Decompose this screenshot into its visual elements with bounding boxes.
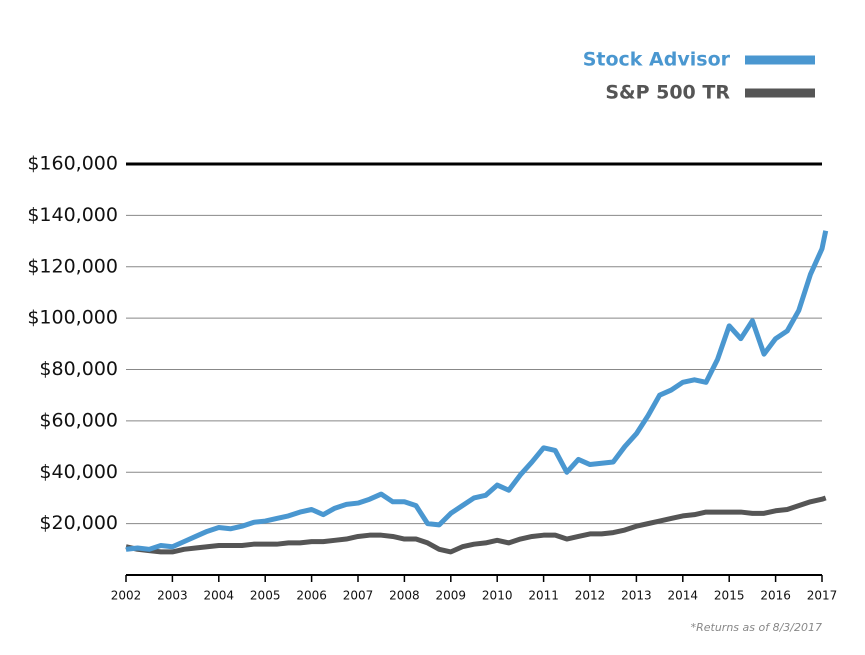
x-tick-label: 2017 bbox=[807, 589, 838, 603]
x-tick-label: 2006 bbox=[296, 589, 327, 603]
y-tick-label: $160,000 bbox=[27, 153, 118, 175]
x-tick-label: 2016 bbox=[760, 589, 791, 603]
y-tick-label: $140,000 bbox=[27, 204, 118, 226]
x-tick-label: 2012 bbox=[575, 589, 606, 603]
x-tick-label: 2003 bbox=[157, 589, 188, 603]
series-line bbox=[125, 495, 827, 555]
legend-label: S&P 500 TR bbox=[605, 82, 730, 104]
series-line bbox=[125, 230, 829, 552]
footnote: *Returns as of 8/3/2017 bbox=[691, 621, 822, 634]
x-tick-label: 2011 bbox=[528, 589, 559, 603]
x-tick-label: 2010 bbox=[482, 589, 513, 603]
x-tick-label: 2007 bbox=[343, 589, 374, 603]
y-tick-label: $80,000 bbox=[39, 358, 118, 380]
x-tick-label: 2008 bbox=[389, 589, 420, 603]
y-tick-label: $20,000 bbox=[39, 512, 118, 534]
x-tick-label: 2013 bbox=[621, 589, 652, 603]
legend-label: Stock Advisor bbox=[583, 49, 731, 71]
x-tick-label: 2004 bbox=[204, 589, 235, 603]
x-tick-label: 2005 bbox=[250, 589, 281, 603]
x-tick-label: 2009 bbox=[436, 589, 467, 603]
x-tick-label: 2002 bbox=[111, 589, 142, 603]
x-tick-label: 2014 bbox=[668, 589, 699, 603]
x-tick-label: 2015 bbox=[714, 589, 745, 603]
y-tick-label: $100,000 bbox=[27, 307, 118, 329]
y-tick-label: $40,000 bbox=[39, 461, 118, 483]
y-tick-label: $120,000 bbox=[27, 255, 118, 277]
y-tick-label: $60,000 bbox=[39, 409, 118, 431]
